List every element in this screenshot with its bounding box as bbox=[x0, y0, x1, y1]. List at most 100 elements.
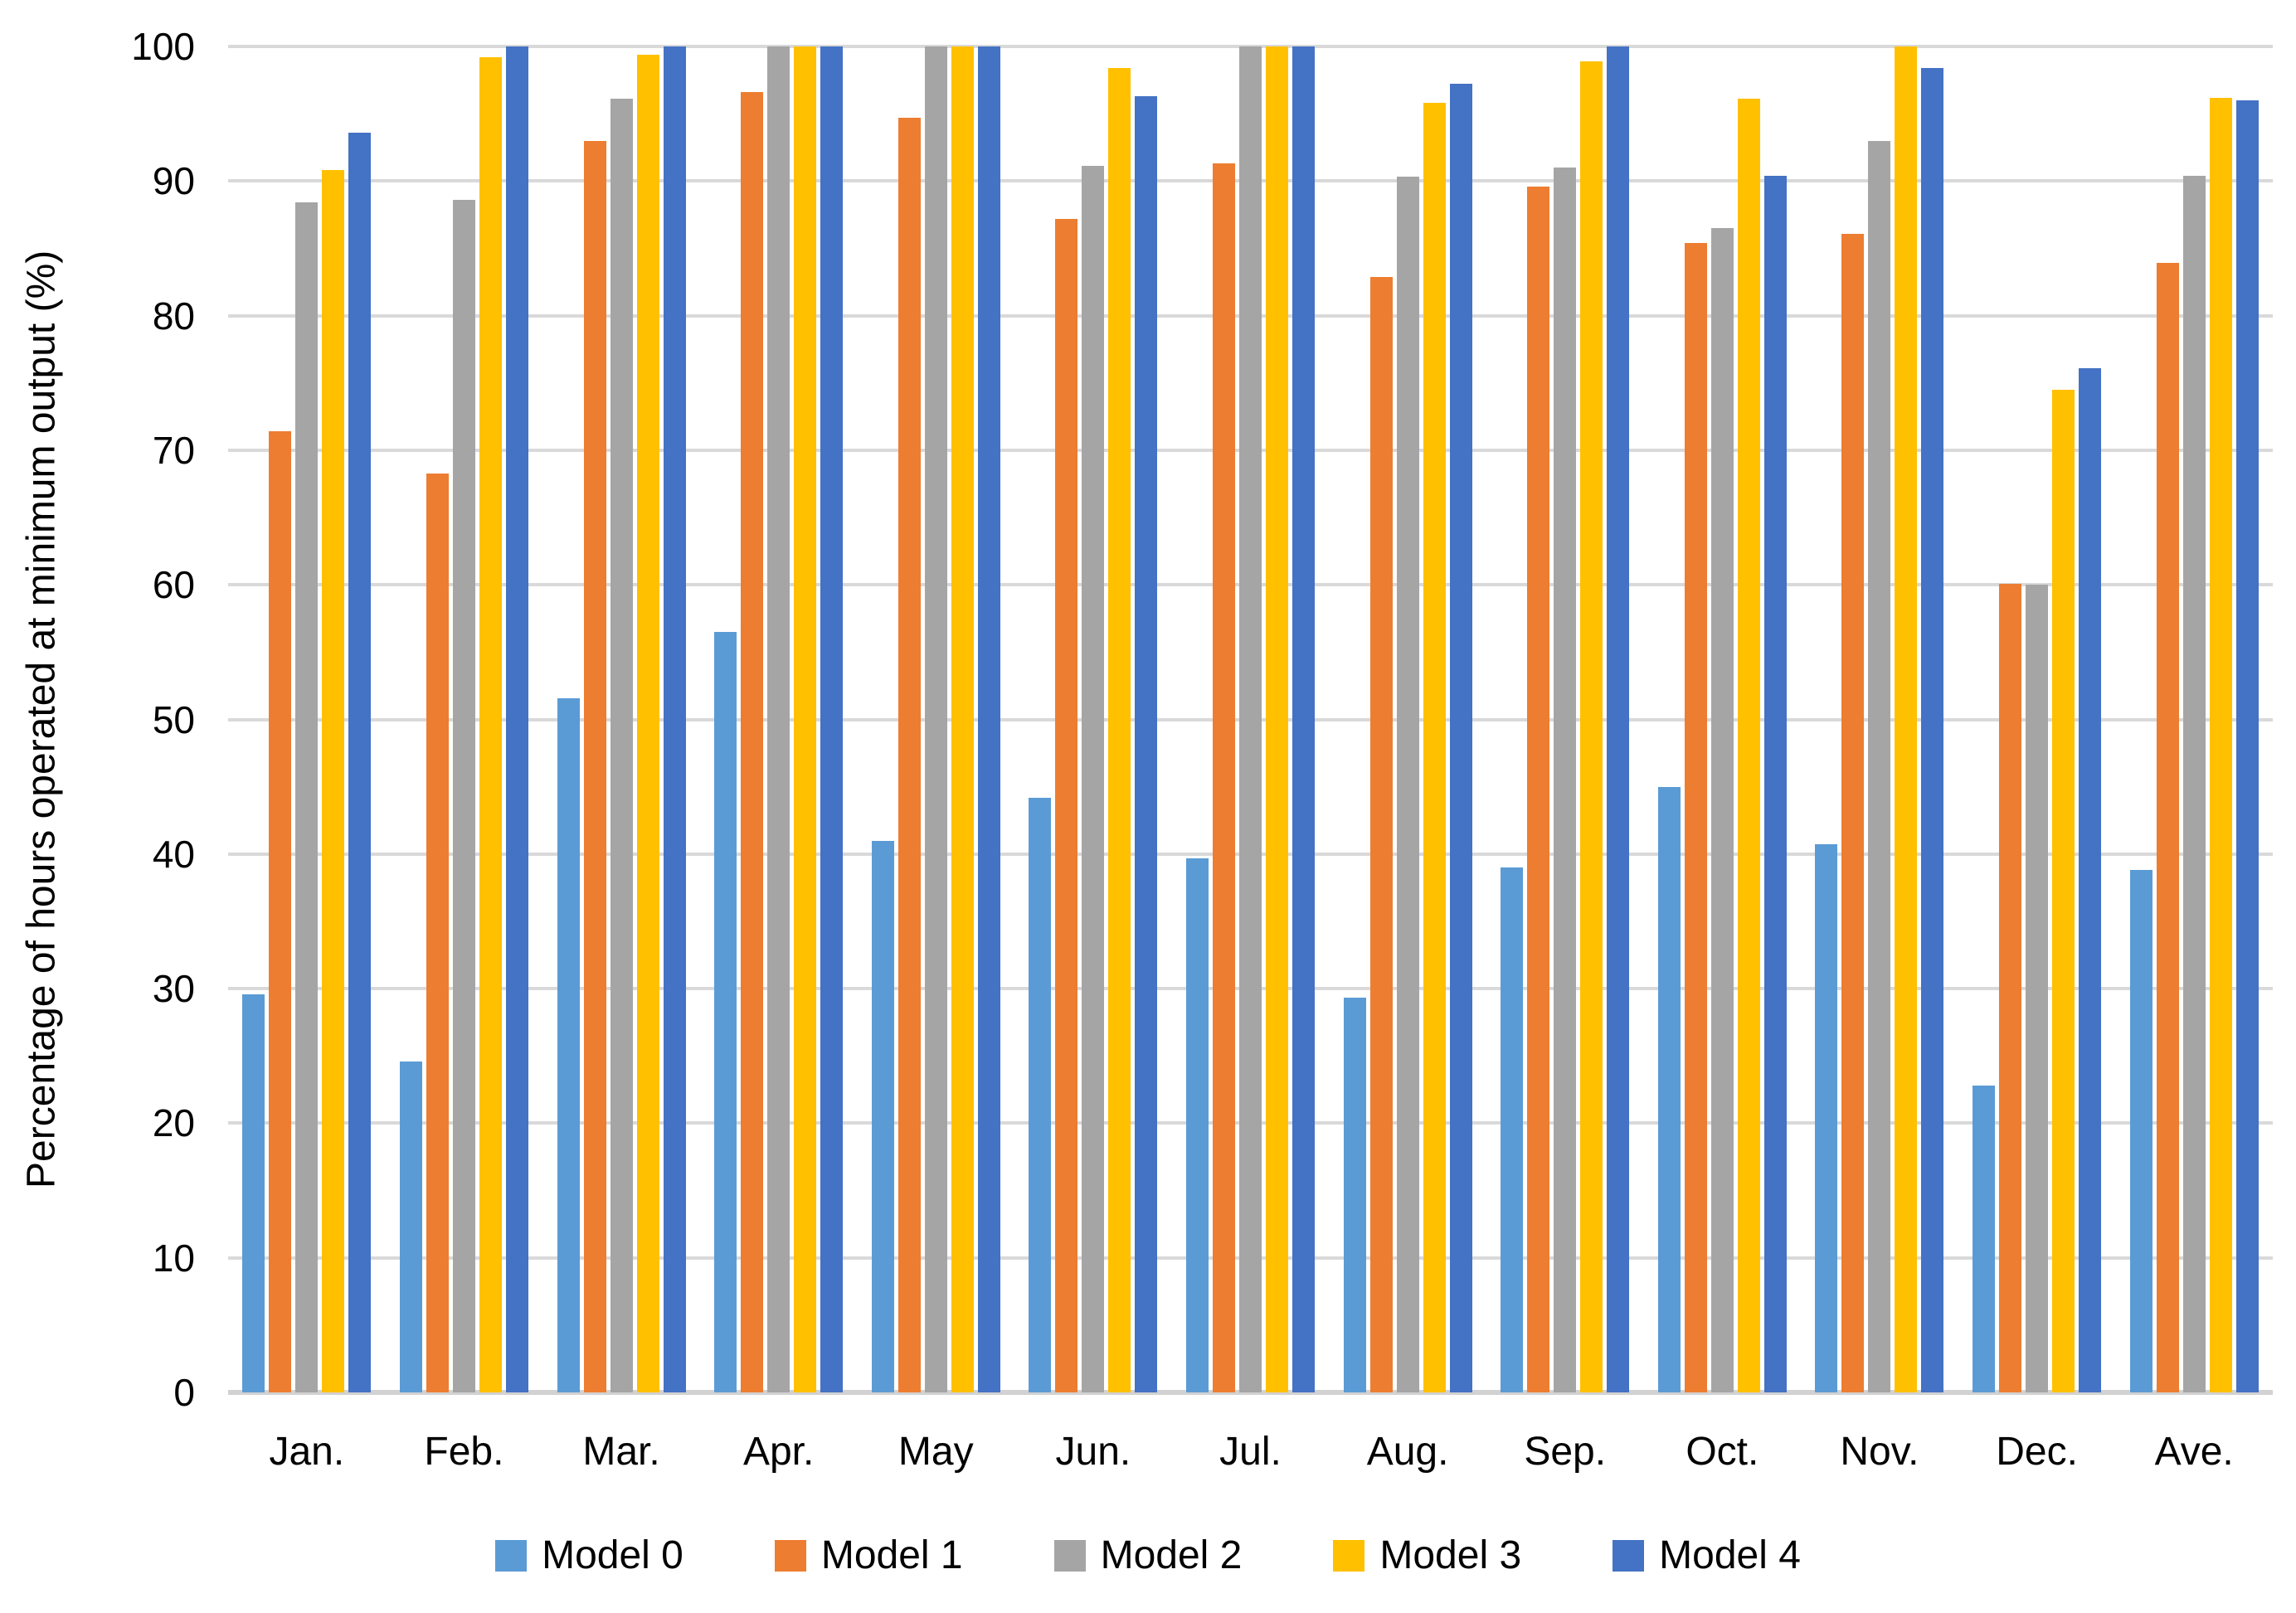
bar-model-0-ave bbox=[2129, 870, 2152, 1392]
bar-model-2-apr bbox=[767, 46, 790, 1392]
bar-model-1-apr bbox=[741, 92, 764, 1392]
x-axis-label-jan: Jan. bbox=[269, 1430, 345, 1474]
legend-item-model-2: Model 2 bbox=[1053, 1533, 1243, 1577]
bar-model-3-jul bbox=[1265, 46, 1288, 1392]
x-axis-label-sep: Sep. bbox=[1524, 1430, 1607, 1474]
y-tick-label-70: 70 bbox=[152, 428, 195, 472]
legend-label-model-4: Model 4 bbox=[1659, 1533, 1801, 1577]
bar-model-0-may bbox=[871, 840, 894, 1392]
bar-model-4-oct bbox=[1763, 175, 1787, 1392]
legend-item-model-3: Model 3 bbox=[1333, 1534, 1521, 1577]
x-axis-label-aug: Aug. bbox=[1366, 1430, 1449, 1474]
bar-model-4-feb bbox=[505, 46, 528, 1392]
bar-model-0-jan bbox=[242, 994, 265, 1392]
bar-model-1-oct bbox=[1684, 242, 1707, 1392]
y-tick-label-10: 10 bbox=[152, 1236, 195, 1280]
bar-model-1-feb bbox=[426, 473, 449, 1392]
bar-model-2-jul bbox=[1238, 46, 1262, 1392]
x-axis-label-jul: Jul. bbox=[1219, 1430, 1282, 1474]
y-tick-label-50: 50 bbox=[152, 697, 195, 741]
legend: Model 0 Model 1 Model 2 Model 3 Model 4 bbox=[0, 1534, 2296, 1577]
bar-model-4-jun bbox=[1135, 96, 1158, 1392]
bar-model-1-may bbox=[897, 118, 921, 1392]
bar-group-mar bbox=[542, 46, 700, 1392]
bar-model-4-dec bbox=[2079, 367, 2102, 1392]
x-axis-label-dec: Dec. bbox=[1996, 1430, 2078, 1474]
x-axis-label-feb: Feb. bbox=[424, 1430, 504, 1474]
bar-model-3-mar bbox=[636, 54, 659, 1392]
bar-model-4-jan bbox=[348, 132, 372, 1392]
bar-model-4-may bbox=[977, 46, 1000, 1392]
legend-label-model-0: Model 0 bbox=[542, 1533, 683, 1577]
bar-model-0-jun bbox=[1029, 797, 1052, 1392]
bar-model-2-oct bbox=[1710, 228, 1734, 1392]
bar-model-1-ave bbox=[2156, 263, 2179, 1392]
bar-model-2-may bbox=[924, 46, 947, 1392]
bar-model-4-aug bbox=[1449, 84, 1472, 1392]
bar-model-3-apr bbox=[794, 46, 817, 1392]
y-tick-label-30: 30 bbox=[152, 967, 195, 1011]
bar-model-2-jun bbox=[1082, 166, 1105, 1392]
bar-model-2-feb bbox=[452, 200, 475, 1392]
y-tick-label-80: 80 bbox=[152, 294, 195, 338]
legend-item-model-0: Model 0 bbox=[495, 1534, 683, 1577]
y-tick-label-0: 0 bbox=[173, 1371, 195, 1414]
bar-model-4-mar bbox=[663, 46, 686, 1392]
bar-model-2-jan bbox=[295, 202, 319, 1392]
bar-model-3-ave bbox=[2209, 97, 2232, 1392]
bar-model-3-oct bbox=[1737, 99, 1760, 1392]
bar-model-4-sep bbox=[1607, 46, 1630, 1392]
bar-model-0-nov bbox=[1815, 844, 1838, 1392]
bar-model-1-nov bbox=[1841, 233, 1865, 1392]
bar-model-3-dec bbox=[2052, 389, 2075, 1392]
bar-model-3-feb bbox=[479, 56, 502, 1392]
bar-group-ave bbox=[2115, 46, 2273, 1392]
bar-model-0-sep bbox=[1501, 867, 1524, 1392]
legend-label-model-1: Model 1 bbox=[820, 1533, 963, 1577]
x-axis-label-nov: Nov. bbox=[1840, 1430, 1919, 1474]
legend-swatch-model-0 bbox=[495, 1540, 528, 1572]
legend-label-model-2: Model 2 bbox=[1100, 1533, 1243, 1577]
y-tick-label-100: 100 bbox=[131, 25, 195, 68]
bar-model-2-mar bbox=[610, 99, 633, 1392]
bar-model-3-may bbox=[951, 46, 974, 1392]
x-axis-label-jun: Jun. bbox=[1055, 1430, 1131, 1474]
y-tick-label-40: 40 bbox=[152, 832, 195, 876]
bar-group-jan bbox=[228, 46, 386, 1392]
bar-model-2-dec bbox=[2026, 585, 2049, 1392]
legend-item-model-4: Model 4 bbox=[1613, 1534, 1801, 1577]
legend-swatch-model-3 bbox=[1333, 1540, 1365, 1572]
bar-model-0-apr bbox=[714, 632, 737, 1392]
bar-model-0-dec bbox=[1973, 1085, 1996, 1392]
bar-model-1-jun bbox=[1055, 218, 1078, 1392]
bar-model-3-jan bbox=[322, 170, 345, 1392]
bar-model-2-ave bbox=[2182, 175, 2206, 1392]
y-tick-label-20: 20 bbox=[152, 1101, 195, 1145]
legend-swatch-model-4 bbox=[1613, 1540, 1645, 1572]
x-axis-label-mar: Mar. bbox=[582, 1430, 660, 1474]
bar-model-2-nov bbox=[1868, 140, 1891, 1392]
bar-group-oct bbox=[1644, 46, 1802, 1392]
bar-model-0-jul bbox=[1185, 858, 1209, 1392]
bar-model-1-jan bbox=[269, 431, 292, 1392]
bar-model-0-aug bbox=[1343, 998, 1366, 1392]
y-tick-label-90: 90 bbox=[152, 159, 195, 203]
bar-group-apr bbox=[700, 46, 858, 1392]
bar-group-feb bbox=[386, 46, 543, 1392]
bar-group-jul bbox=[1172, 46, 1330, 1392]
bar-model-3-jun bbox=[1108, 67, 1131, 1392]
bar-model-0-mar bbox=[557, 697, 580, 1392]
plot-area bbox=[228, 45, 2273, 1395]
x-axis-label-may: May bbox=[897, 1430, 974, 1474]
bar-model-2-aug bbox=[1396, 177, 1419, 1392]
bar-group-sep bbox=[1486, 46, 1644, 1392]
legend-swatch-model-2 bbox=[1053, 1540, 1086, 1572]
bar-model-1-mar bbox=[583, 140, 606, 1392]
bar-model-3-nov bbox=[1895, 46, 1918, 1392]
bar-model-1-aug bbox=[1369, 276, 1393, 1392]
legend-swatch-model-1 bbox=[774, 1540, 806, 1572]
bar-model-4-ave bbox=[2235, 100, 2259, 1392]
bar-model-3-sep bbox=[1580, 61, 1603, 1392]
bar-model-4-jul bbox=[1292, 46, 1315, 1392]
bar-model-1-dec bbox=[1999, 583, 2022, 1392]
